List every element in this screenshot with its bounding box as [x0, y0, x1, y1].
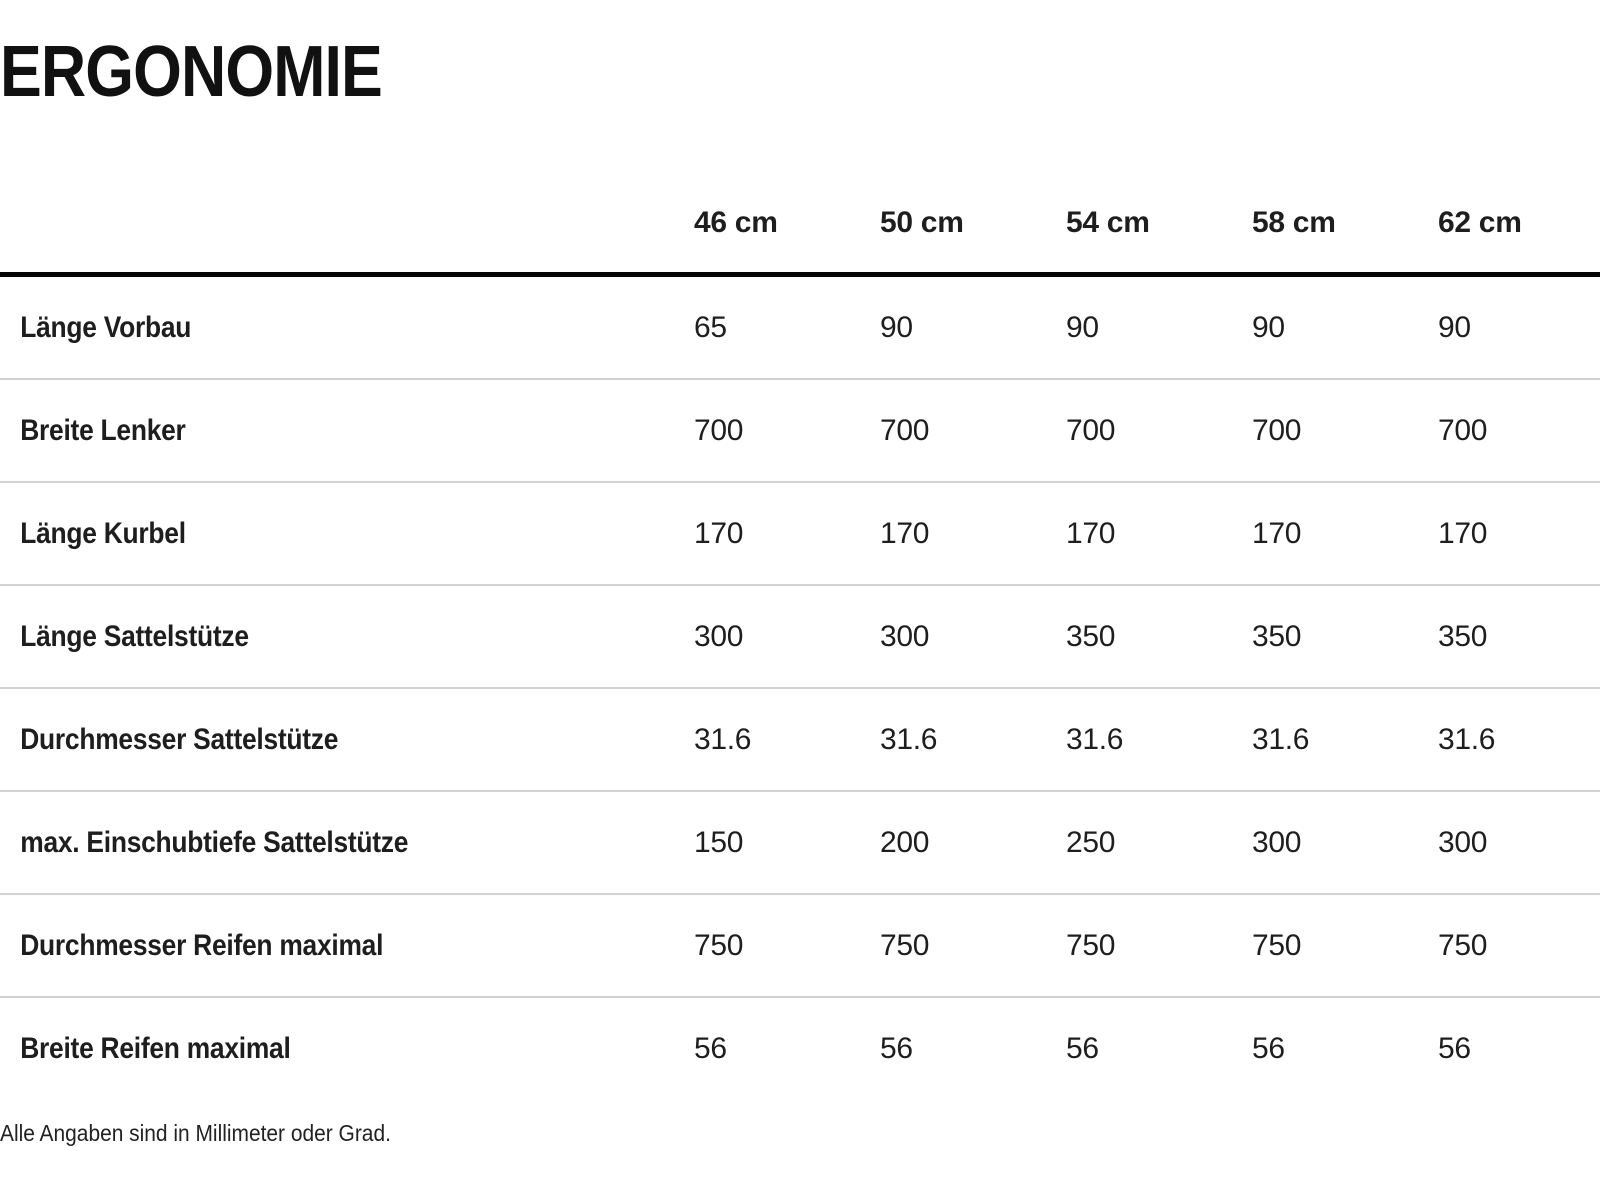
- column-header-50cm: 50 cm: [880, 206, 964, 239]
- cell-value: 31.6: [880, 722, 938, 756]
- cell-value: 250: [1066, 825, 1116, 859]
- cell-value: 750: [880, 928, 930, 962]
- cell-value: 750: [694, 928, 744, 962]
- page-title: ERGONOMIE: [0, 32, 383, 112]
- cell-value: 170: [880, 516, 930, 550]
- cell-value: 90: [1438, 310, 1471, 344]
- table-row: Durchmesser Reifen maximal 750 750 750 7…: [0, 893, 1600, 996]
- cell-value: 31.6: [1438, 722, 1496, 756]
- column-header-58cm: 58 cm: [1252, 206, 1336, 239]
- ergonomics-table: 46 cm 50 cm 54 cm 58 cm 62 cm Länge Vorb…: [0, 174, 1600, 1099]
- cell-value: 700: [1252, 413, 1302, 447]
- cell-value: 31.6: [1066, 722, 1124, 756]
- cell-value: 750: [1066, 928, 1116, 962]
- cell-value: 300: [1438, 825, 1488, 859]
- cell-value: 170: [1066, 516, 1116, 550]
- cell-value: 350: [1252, 619, 1302, 653]
- table-row: Breite Lenker 700 700 700 700 700: [0, 378, 1600, 481]
- cell-value: 750: [1438, 928, 1488, 962]
- row-label: Länge Vorbau: [20, 310, 192, 344]
- cell-value: 350: [1438, 619, 1488, 653]
- column-header-62cm: 62 cm: [1438, 206, 1522, 239]
- cell-value: 200: [880, 825, 930, 859]
- cell-value: 300: [1252, 825, 1302, 859]
- table-row: Breite Reifen maximal 56 56 56 56 56: [0, 996, 1600, 1099]
- cell-value: 300: [694, 619, 744, 653]
- footnote: Alle Angaben sind in Millimeter oder Gra…: [0, 1120, 391, 1146]
- row-label: Breite Reifen maximal: [20, 1031, 291, 1065]
- cell-value: 65: [694, 310, 727, 344]
- cell-value: 700: [1438, 413, 1488, 447]
- cell-value: 170: [1252, 516, 1302, 550]
- cell-value: 150: [694, 825, 744, 859]
- cell-value: 56: [1438, 1031, 1471, 1065]
- cell-value: 31.6: [694, 722, 752, 756]
- table-row: Länge Kurbel 170 170 170 170 170: [0, 481, 1600, 584]
- cell-value: 700: [880, 413, 930, 447]
- row-label: Breite Lenker: [20, 413, 186, 447]
- column-header-54cm: 54 cm: [1066, 206, 1150, 239]
- cell-value: 90: [1066, 310, 1099, 344]
- row-label: Durchmesser Sattelstütze: [20, 722, 339, 756]
- column-header-46cm: 46 cm: [694, 206, 778, 239]
- table-row: max. Einschubtiefe Sattelstütze 150 200 …: [0, 790, 1600, 893]
- row-label: max. Einschubtiefe Sattelstütze: [20, 825, 409, 859]
- table-row: Durchmesser Sattelstütze 31.6 31.6 31.6 …: [0, 687, 1600, 790]
- cell-value: 90: [880, 310, 913, 344]
- table-row: Länge Vorbau 65 90 90 90 90: [0, 277, 1600, 378]
- row-label: Durchmesser Reifen maximal: [20, 928, 384, 962]
- cell-value: 170: [694, 516, 744, 550]
- cell-value: 300: [880, 619, 930, 653]
- table-header-row: 46 cm 50 cm 54 cm 58 cm 62 cm: [0, 174, 1600, 277]
- cell-value: 56: [1066, 1031, 1099, 1065]
- row-label: Länge Kurbel: [20, 516, 186, 550]
- cell-value: 700: [1066, 413, 1116, 447]
- cell-value: 750: [1252, 928, 1302, 962]
- cell-value: 350: [1066, 619, 1116, 653]
- cell-value: 56: [880, 1031, 913, 1065]
- cell-value: 31.6: [1252, 722, 1310, 756]
- cell-value: 56: [694, 1031, 727, 1065]
- cell-value: 56: [1252, 1031, 1285, 1065]
- table-row: Länge Sattelstütze 300 300 350 350 350: [0, 584, 1600, 687]
- cell-value: 170: [1438, 516, 1488, 550]
- cell-value: 700: [694, 413, 744, 447]
- row-label: Länge Sattelstütze: [20, 619, 249, 653]
- cell-value: 90: [1252, 310, 1285, 344]
